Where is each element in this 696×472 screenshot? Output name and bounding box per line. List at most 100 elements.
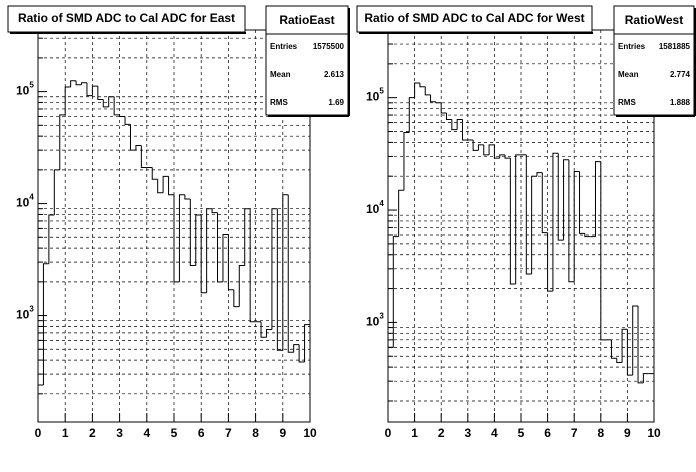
stats-value: 1581885 xyxy=(659,42,691,51)
histogram-bin xyxy=(515,154,521,284)
chart-title: Ratio of SMD ADC to Cal ADC for East xyxy=(18,11,235,25)
histogram-bin xyxy=(108,96,115,107)
histogram-bin xyxy=(488,144,495,155)
x-tick-label: 4 xyxy=(491,426,498,440)
histogram-bin xyxy=(419,83,426,88)
histogram-bin xyxy=(53,169,60,216)
x-tick-label: 5 xyxy=(518,426,525,440)
histogram-bin xyxy=(42,263,49,385)
x-tick-label: 3 xyxy=(116,426,123,440)
histogram-bin xyxy=(244,208,251,266)
histogram-bin xyxy=(504,154,511,159)
histogram-bin xyxy=(287,194,294,353)
histogram-bin xyxy=(184,194,191,200)
histogram-bin xyxy=(233,289,240,308)
histogram-bin xyxy=(557,153,564,241)
stats-value: 2.774 xyxy=(670,70,691,79)
histogram-bin xyxy=(222,233,229,282)
histogram-bin xyxy=(472,140,479,151)
histogram-bin xyxy=(637,306,644,384)
histogram-bin xyxy=(440,102,447,114)
y-tick-exponent: 5 xyxy=(379,87,384,96)
histogram-bin xyxy=(70,80,77,87)
x-tick-label: 10 xyxy=(303,426,317,440)
y-tick-label: 105 xyxy=(366,87,384,104)
histogram-bin xyxy=(579,171,585,234)
histogram-bin xyxy=(81,82,87,85)
x-tick-label: 9 xyxy=(624,426,631,440)
histogram-bin xyxy=(536,172,543,177)
stats-label: Entries xyxy=(270,42,298,51)
histogram-bin xyxy=(195,214,202,266)
histogram-bin xyxy=(477,144,484,151)
stats-value: 1.888 xyxy=(670,98,691,107)
histogram-bin xyxy=(293,344,300,353)
x-tick-label: 6 xyxy=(544,426,551,440)
histogram-bin xyxy=(446,113,452,120)
stats-label: Mean xyxy=(618,70,639,79)
histogram-bin xyxy=(102,99,109,108)
histogram-bin xyxy=(563,159,569,241)
histogram-bin xyxy=(168,176,174,196)
histogram-bin xyxy=(435,101,442,104)
histogram-bin xyxy=(271,208,278,330)
x-tick-label: 0 xyxy=(385,426,392,440)
histogram-bin xyxy=(124,116,131,125)
histogram-bin xyxy=(414,82,420,98)
histogram-bin xyxy=(461,119,468,141)
histogram-bin xyxy=(162,175,169,193)
histogram-bin xyxy=(525,154,532,275)
y-tick-base: 10 xyxy=(16,84,30,98)
histogram-bin xyxy=(531,175,537,274)
histogram-bin xyxy=(91,85,98,96)
histogram-bin xyxy=(178,194,185,282)
y-tick-label: 105 xyxy=(16,81,34,98)
x-tick-label: 8 xyxy=(252,426,259,440)
y-tick-label: 103 xyxy=(16,305,34,322)
histogram-bin xyxy=(37,384,44,422)
stats-value: 2.613 xyxy=(324,70,345,79)
x-tick-label: 1 xyxy=(411,426,418,440)
y-tick-label: 104 xyxy=(366,199,384,216)
histogram-bin xyxy=(568,159,575,283)
histogram-bin xyxy=(621,328,628,363)
y-tick-label: 104 xyxy=(16,193,34,210)
x-tick-label: 9 xyxy=(279,426,286,440)
histogram-bin xyxy=(282,194,289,351)
stats-value: 1575500 xyxy=(313,42,345,51)
histogram-bin xyxy=(75,80,82,86)
x-tick-label: 3 xyxy=(464,426,471,440)
x-tick-label: 2 xyxy=(438,426,445,440)
y-tick-exponent: 3 xyxy=(29,305,34,314)
histogram-bin xyxy=(509,158,516,285)
histogram-bin xyxy=(616,358,623,363)
histogram-bin xyxy=(238,264,245,307)
histogram-bin xyxy=(211,208,218,214)
histogram-bin xyxy=(206,208,213,293)
histogram-bin xyxy=(151,167,158,180)
histogram-bin xyxy=(129,124,136,151)
y-tick-exponent: 3 xyxy=(379,312,384,321)
histogram-bin xyxy=(392,236,399,348)
y-tick-exponent: 4 xyxy=(29,193,34,202)
title-box xyxy=(7,5,246,33)
histogram-bin xyxy=(541,172,548,234)
histogram-bin xyxy=(135,145,142,151)
stats-name: RatioEast xyxy=(279,13,334,27)
stats-label: RMS xyxy=(618,98,636,107)
y-tick-exponent: 5 xyxy=(29,81,34,90)
stats-label: Mean xyxy=(270,70,291,79)
histogram-bin xyxy=(387,346,394,422)
histogram-bin xyxy=(249,208,256,323)
histogram-bin xyxy=(119,114,126,117)
histogram-bin xyxy=(456,118,463,130)
histogram-bin xyxy=(430,94,436,103)
histogram-bin xyxy=(173,194,180,283)
y-tick-base: 10 xyxy=(366,315,380,329)
x-tick-label: 2 xyxy=(89,426,96,440)
histogram-bin xyxy=(626,329,633,376)
histogram-bin xyxy=(97,86,104,101)
x-tick-label: 5 xyxy=(171,426,178,440)
histogram-bin xyxy=(499,154,506,159)
histogram-bin xyxy=(573,171,580,282)
